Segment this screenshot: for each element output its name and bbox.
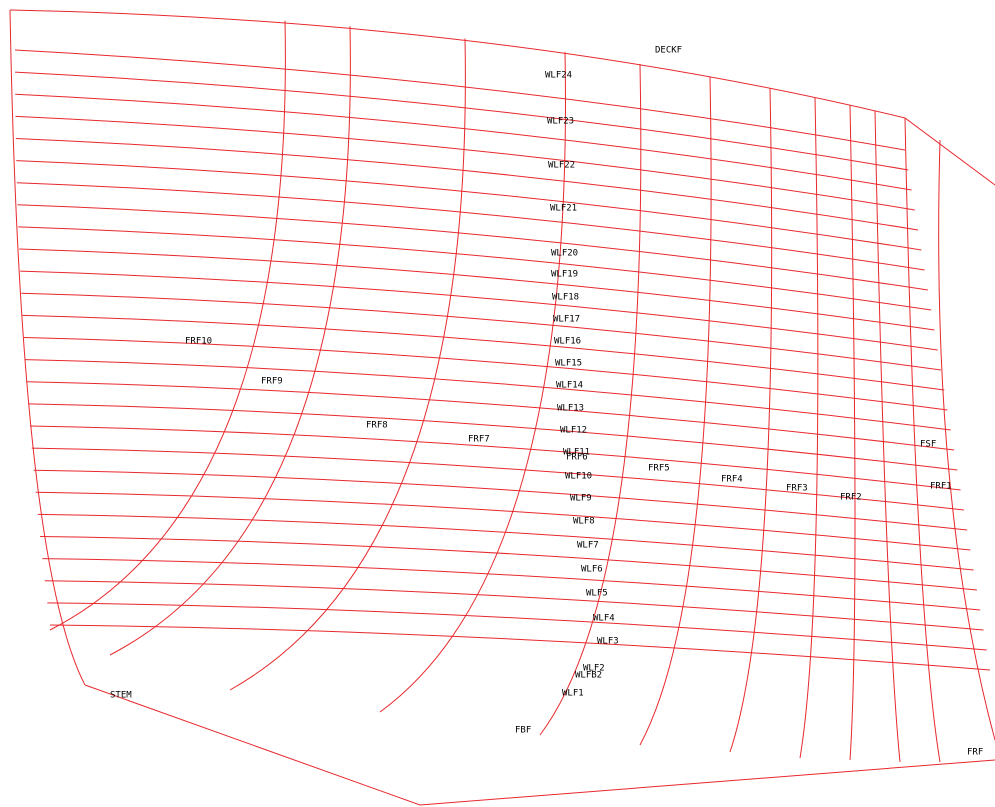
- waterline: [20, 271, 938, 350]
- waterline: [50, 625, 990, 670]
- label: WLF9: [570, 494, 592, 504]
- label: WLF5: [586, 589, 608, 599]
- label: FRF10: [185, 337, 212, 347]
- label: WLF10: [565, 472, 592, 482]
- waterline: [24, 338, 948, 411]
- waterline: [27, 382, 954, 450]
- stem-edge: [10, 10, 85, 685]
- label: WLF18: [552, 293, 579, 303]
- frame-line: [875, 111, 900, 762]
- waterline: [30, 426, 961, 490]
- label: WLF1: [562, 689, 584, 699]
- waterline: [32, 448, 964, 510]
- label: FRF4: [721, 475, 743, 485]
- label: WLF17: [553, 315, 580, 325]
- label: WLF4: [593, 614, 615, 624]
- label: WLF16: [554, 337, 581, 347]
- label: DECKF: [655, 46, 682, 56]
- label: WLF3: [597, 637, 619, 647]
- waterline: [19, 249, 934, 330]
- label: FRF2: [840, 493, 862, 503]
- label: FRF8: [366, 421, 388, 431]
- label: WLF6: [581, 565, 603, 575]
- waterline: [36, 492, 971, 550]
- label: WLF14: [556, 381, 583, 391]
- waterline: [47, 603, 986, 650]
- label: FRF3: [786, 484, 808, 494]
- frame-line: [640, 76, 711, 745]
- keel-edge: [85, 685, 995, 805]
- label: WLF7: [577, 541, 599, 551]
- label: WLFB2: [575, 671, 602, 681]
- hull-wireframe: DECKF WLF24 WLF23 WLF22 WLF21 WLF20 WLF19 WLF18…: [0, 0, 995, 807]
- label: WLF21: [550, 204, 577, 214]
- labels: DECKF WLF24 WLF23 WLF22 WLF21 WLF20 WLF19 WLF18…: [110, 46, 983, 758]
- label: WLF20: [551, 249, 578, 259]
- label: WLF15: [555, 359, 582, 369]
- label: WLF8: [573, 517, 595, 527]
- label: WLF22: [548, 161, 575, 171]
- waterline: [42, 559, 980, 610]
- label: WLF24: [545, 71, 572, 81]
- label: FRF5: [648, 464, 670, 474]
- deck-edge: [10, 10, 995, 185]
- label: FSF: [920, 440, 936, 450]
- frame-line: [800, 98, 818, 758]
- waterline: [18, 205, 928, 290]
- label: FRF: [967, 748, 983, 758]
- label: FRF7: [468, 435, 490, 445]
- waterline: [15, 94, 911, 190]
- waterline: [16, 161, 921, 250]
- waterline: [16, 138, 918, 230]
- label: WLF19: [551, 270, 578, 280]
- frame-line: [850, 105, 855, 760]
- label: WLF23: [547, 117, 574, 127]
- label: WLF13: [557, 404, 584, 414]
- waterline: [17, 183, 925, 270]
- waterline: [34, 470, 967, 530]
- label: STEM: [110, 691, 132, 701]
- waterline: [25, 360, 951, 430]
- wireframe: [10, 10, 995, 805]
- waterline: [15, 50, 905, 150]
- label: FBF: [515, 726, 531, 736]
- label: WLF12: [560, 426, 587, 436]
- label: FRF1: [930, 482, 952, 492]
- label: FRF6: [566, 453, 588, 463]
- label: FRF9: [261, 377, 283, 387]
- waterline: [40, 537, 977, 590]
